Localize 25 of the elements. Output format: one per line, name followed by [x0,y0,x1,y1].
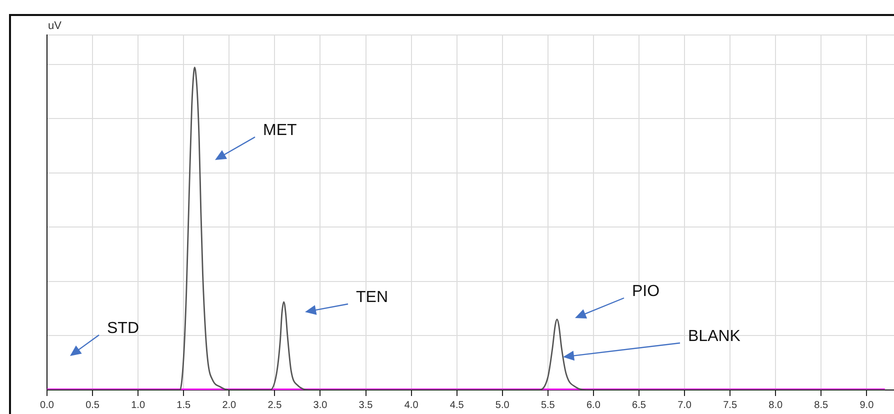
y-axis-title: uV [48,20,62,32]
x-tick-label: 0.5 [86,400,100,411]
annotation: MET [263,121,297,141]
annotation: PIO [632,282,660,302]
x-tick-label: 1.5 [176,400,191,411]
x-tick-label: 2.5 [268,400,282,411]
x-tick-label: 2.0 [222,400,237,411]
x-tick-label: 4.5 [450,400,464,411]
x-tick-label: 8.0 [768,400,783,411]
annotation: BLANK [688,327,740,347]
x-tick-label: 7.0 [678,400,692,411]
x-tick-label: 3.5 [358,400,374,411]
x-tick-label: 6.0 [586,400,601,411]
x-tick-label: 8.5 [814,400,829,411]
annotation: TEN [356,288,388,308]
x-tick-label: 5.5 [540,400,556,411]
x-tick-label: 1.0 [131,400,146,411]
x-tick-label: 6.5 [632,400,646,411]
x-tick-label: 0.0 [40,400,54,411]
x-tick-label: 5.0 [495,400,510,411]
x-tick-label: 3.0 [313,400,328,411]
x-tick-label: 7.5 [723,400,738,411]
x-tick-label: 9.0 [860,400,874,411]
x-tick-label: 4.0 [404,400,419,411]
annotation: STD [107,319,139,339]
